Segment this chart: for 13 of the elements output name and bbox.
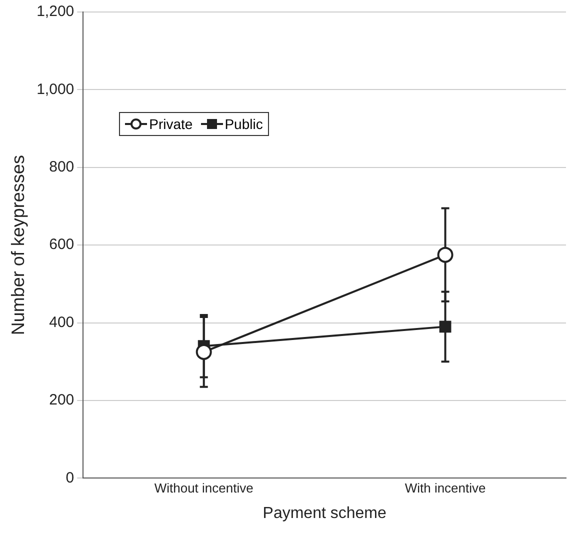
- legend-label: Public: [224, 116, 263, 132]
- y-axis-title: Number of keypresses: [8, 155, 28, 336]
- legend-label: Private: [149, 116, 193, 132]
- y-tick-label: 1,000: [36, 80, 74, 98]
- x-axis-title: Payment scheme: [262, 504, 386, 522]
- x-tick-label: With incentive: [404, 480, 486, 496]
- y-tick-label: 1,200: [36, 3, 74, 20]
- x-tick-label: Without incentive: [154, 480, 254, 496]
- y-tick-label: 400: [49, 314, 74, 331]
- y-tick-label: 0: [66, 469, 74, 486]
- y-tick-label: 600: [49, 236, 74, 254]
- y-tick-label: 200: [49, 392, 74, 409]
- y-tick-label: 800: [49, 158, 74, 176]
